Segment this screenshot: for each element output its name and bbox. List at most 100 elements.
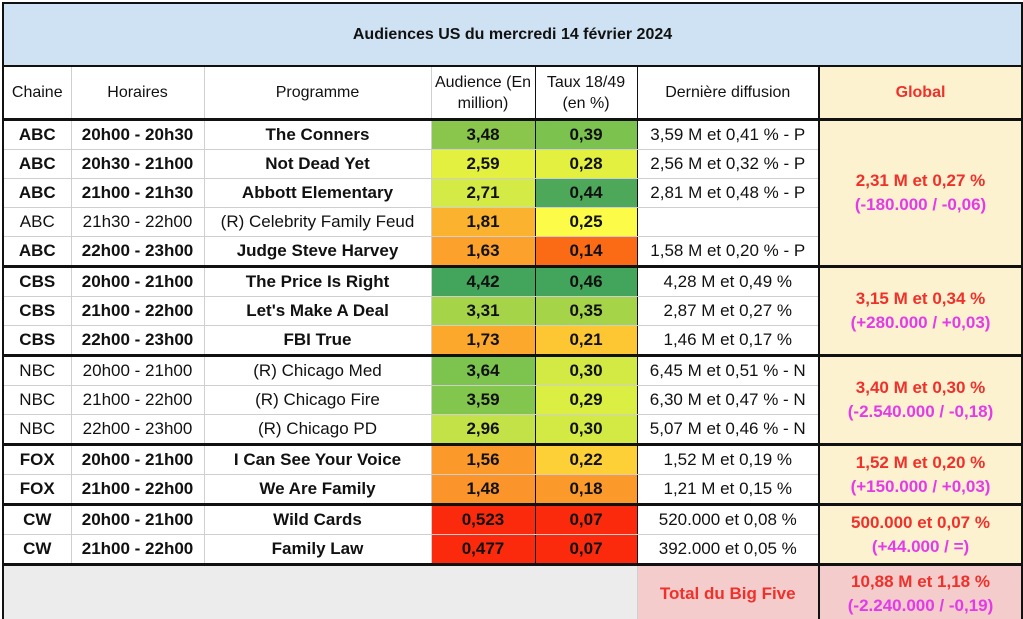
rating-cell: 0,22 [534, 443, 638, 475]
time-cell: 21h00 - 22h00 [70, 474, 205, 505]
last-airing-cell: 1,52 M et 0,19 % [636, 443, 820, 475]
table-row: NBC 20h00 - 21h00 (R) Chicago Med 3,64 0,30 6… [2, 354, 1023, 446]
table-row: ABC 22h00 - 23h00 Judge Steve Harvey 1,63 0,… [2, 236, 1022, 267]
global-value: 1,52 M et 0,20 % [855, 452, 986, 472]
rating-cell: 0,46 [534, 265, 638, 297]
audience-cell: 0,477 [430, 534, 536, 565]
global-value: 500.000 et 0,07 % [851, 512, 990, 532]
channel-cell: ABC [2, 119, 72, 150]
table-row: ABC 21h00 - 21h30 Abbott Elementary 2,71 0,4… [2, 178, 1022, 208]
last-airing-cell: 4,28 M et 0,49 % [636, 265, 820, 297]
last-airing-cell: 3,59 M et 0,41 % - P [636, 119, 820, 150]
table-row: CW 21h00 - 22h00 Family Law 0,477 0,07 392.00… [2, 534, 1022, 565]
table-row: CBS 21h00 - 22h00 Let's Make A Deal 3,31 0,3… [2, 296, 1022, 326]
header-horaires: Horaires [70, 65, 205, 121]
rating-cell: 0,18 [534, 474, 638, 505]
program-cell: (R) Celebrity Family Feud [203, 207, 432, 237]
rating-cell: 0,35 [534, 296, 638, 326]
global-value: 3,40 M et 0,30 % [855, 378, 986, 397]
last-airing-cell: 1,46 M et 0,17 % [636, 325, 820, 356]
title-row: Audiences US du mercredi 14 février 2024 [1, 2, 1023, 67]
header-derniere: Dernière diffusion [636, 65, 820, 121]
time-cell: 20h30 - 21h00 [70, 149, 205, 179]
last-airing-cell: 6,30 M et 0,47 % - N [636, 385, 820, 415]
header-chaine: Chaine [2, 65, 72, 121]
channel-cell: ABC [2, 207, 72, 237]
time-cell: 22h00 - 23h00 [70, 236, 205, 267]
program-cell: I Can See Your Voice [203, 443, 432, 475]
channel-cell: ABC [2, 149, 72, 179]
total-delta: (-2.240.000 / -0,19) [847, 596, 994, 615]
audience-cell: 4,42 [430, 265, 536, 297]
header-taux: Taux 18/49 (en %) [534, 65, 638, 121]
time-cell: 20h00 - 21h00 [70, 443, 205, 475]
time-cell: 20h00 - 21h00 [70, 503, 205, 535]
program-cell: We Are Family [203, 474, 432, 505]
global-delta: (-180.000 / -0,06) [854, 195, 987, 214]
header-row: Chaine Horaires Programme Audience (En m… [2, 65, 1023, 121]
audience-cell: 1,73 [430, 325, 536, 356]
global-delta: (+44.000 / =) [871, 536, 970, 556]
audience-cell: 0,523 [430, 503, 536, 535]
rating-cell: 0,25 [534, 207, 638, 237]
time-cell: 21h00 - 22h00 [70, 385, 205, 415]
channel-cell: CBS [2, 296, 72, 326]
table-row: FOX 20h00 - 21h00 I Can See Your Voice 1,56… [2, 443, 1023, 506]
audience-cell: 3,48 [430, 119, 536, 150]
rating-cell: 0,29 [534, 385, 638, 415]
channel-cell: CW [2, 503, 72, 535]
rating-cell: 0,21 [534, 325, 638, 356]
audience-cell: 3,59 [430, 385, 536, 415]
time-cell: 22h00 - 23h00 [70, 414, 205, 445]
table-row: CBS 22h00 - 23h00 FBI True 1,73 0,21 1,46 M e… [2, 325, 1022, 356]
audience-cell: 1,48 [430, 474, 536, 505]
header-audience: Audience (En million) [430, 65, 536, 121]
footer-empty-cell [2, 563, 638, 619]
program-cell: Abbott Elementary [203, 178, 432, 208]
global-value: 2,31 M et 0,27 % [855, 171, 986, 190]
time-cell: 21h30 - 22h00 [70, 207, 205, 237]
table-row: ABC 20h00 - 20h30 The Conners 3,48 0,39 3,59 … [2, 119, 1023, 268]
time-cell: 22h00 - 23h00 [70, 325, 205, 356]
program-cell: The Price Is Right [203, 265, 432, 297]
header-global: Global [817, 65, 1023, 121]
channel-cell: CW [2, 534, 72, 565]
audience-cell: 3,64 [430, 354, 536, 386]
channel-cell: ABC [2, 178, 72, 208]
table-row: ABC 20h30 - 21h00 Not Dead Yet 2,59 0,28 2,56… [2, 149, 1022, 179]
rating-cell: 0,30 [534, 414, 638, 445]
audience-cell: 1,81 [430, 207, 536, 237]
last-airing-cell: 1,58 M et 0,20 % - P [636, 236, 820, 267]
time-cell: 20h00 - 21h00 [70, 354, 205, 386]
channel-cell: CBS [2, 325, 72, 356]
channel-cell: FOX [2, 443, 72, 475]
channel-cell: FOX [2, 474, 72, 505]
channel-cell: NBC [2, 385, 72, 415]
audience-cell: 3,31 [430, 296, 536, 326]
time-cell: 20h00 - 20h30 [70, 119, 205, 150]
channel-cell: ABC [2, 236, 72, 267]
global-value: 3,15 M et 0,34 % [855, 289, 986, 308]
rating-cell: 0,07 [534, 534, 638, 565]
program-cell: (R) Chicago PD [203, 414, 432, 445]
last-airing-cell: 5,07 M et 0,46 % - N [636, 414, 820, 445]
rating-cell: 0,44 [534, 178, 638, 208]
program-cell: Judge Steve Harvey [203, 236, 432, 267]
network-global-cell: 500.000 et 0,07 % (+44.000 / =) [817, 503, 1023, 566]
time-cell: 21h00 - 22h00 [70, 296, 205, 326]
table-title: Audiences US du mercredi 14 février 2024 [1, 2, 1023, 67]
table-row: CBS 20h00 - 21h00 The Price Is Right 4,42 0,… [2, 265, 1023, 357]
last-airing-cell: 6,45 M et 0,51 % - N [636, 354, 820, 386]
channel-cell: CBS [2, 265, 72, 297]
time-cell: 21h00 - 22h00 [70, 534, 205, 565]
global-delta: (+280.000 / +0,03) [850, 313, 991, 332]
program-cell: Not Dead Yet [203, 149, 432, 179]
rating-cell: 0,07 [534, 503, 638, 535]
total-cell: 10,88 M et 1,18 % (-2.240.000 / -0,19) [817, 563, 1023, 619]
time-cell: 21h00 - 21h30 [70, 178, 205, 208]
last-airing-cell: 2,87 M et 0,27 % [636, 296, 820, 326]
footer-row: Total du Big Five 10,88 M et 1,18 % (-2.24… [2, 563, 1023, 619]
last-airing-cell: 2,81 M et 0,48 % - P [636, 178, 820, 208]
